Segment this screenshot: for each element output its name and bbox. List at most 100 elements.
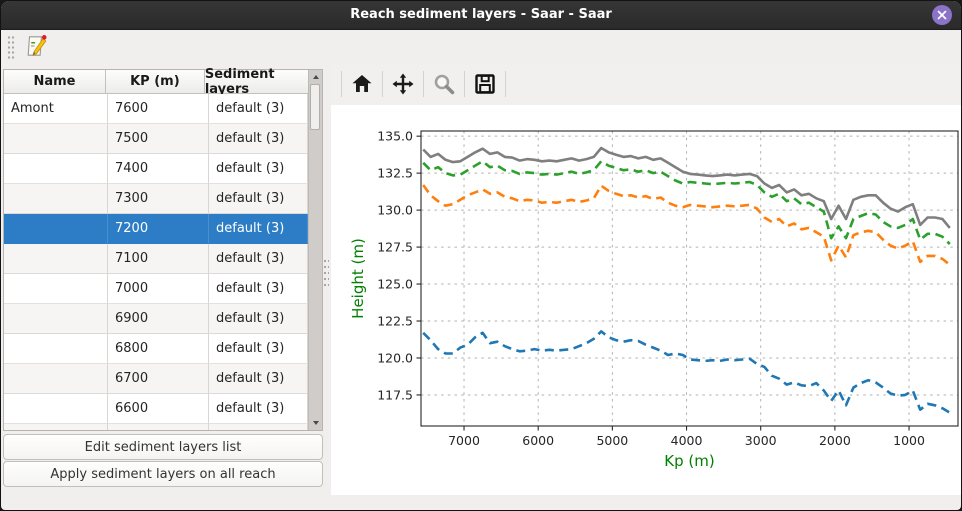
splitter-handle-icon xyxy=(323,258,329,288)
titlebar[interactable]: Reach sediment layers - Saar - Saar xyxy=(1,1,961,30)
plot-panel: 135.0 132.5 130.0 127.5 125.0 122.5 120.0 117.5… xyxy=(331,63,962,509)
layers-cell[interactable]: default (3) xyxy=(209,94,308,124)
x-axis-label: Kp (m) xyxy=(664,452,714,470)
scroll-up-button[interactable] xyxy=(309,70,322,84)
y-tick-label: 122.5 xyxy=(377,314,413,329)
x-tick-label: 3000 xyxy=(745,433,777,448)
y-tick-label: 117.5 xyxy=(377,387,413,402)
table-row[interactable]: Amont 7600 default (3) xyxy=(4,94,308,124)
name-cell[interactable] xyxy=(4,304,108,334)
kp-cell[interactable]: 7600 xyxy=(108,94,209,124)
layers-cell[interactable]: default (3) xyxy=(209,364,308,394)
table-row[interactable]: 7300 default (3) xyxy=(4,184,308,214)
header-name[interactable]: Name xyxy=(4,70,106,94)
kp-cell xyxy=(108,424,209,430)
series-line-orange xyxy=(422,184,951,266)
panel-splitter[interactable] xyxy=(322,63,330,508)
kp-cell[interactable]: 7300 xyxy=(108,184,209,214)
arrow-up-icon xyxy=(312,75,319,79)
name-cell[interactable]: Amont xyxy=(4,94,108,124)
name-cell[interactable] xyxy=(4,334,108,364)
y-tick-label: 130.0 xyxy=(377,203,413,218)
name-cell[interactable] xyxy=(4,394,108,424)
zoom-button[interactable] xyxy=(426,69,462,99)
kp-cell[interactable]: 7200 xyxy=(108,214,209,244)
layers-cell xyxy=(209,424,308,430)
sediment-table: Name KP (m) Sediment layers Amont 7600 def… xyxy=(3,67,323,431)
kp-cell[interactable]: 6900 xyxy=(108,304,209,334)
layers-cell[interactable]: default (3) xyxy=(209,304,308,334)
table-row[interactable]: 7500 default (3) xyxy=(4,124,308,154)
edit-sediment-layers-list-button[interactable]: Edit sediment layers list xyxy=(3,434,323,460)
plot-toolbar xyxy=(331,63,960,105)
table-header-row: Name KP (m) Sediment layers xyxy=(4,67,322,97)
save-figure-button[interactable] xyxy=(467,69,503,99)
edit-icon xyxy=(27,34,47,56)
y-tick-label: 120.0 xyxy=(377,350,413,365)
table-row[interactable]: 6700 default (3) xyxy=(4,364,308,394)
layers-cell[interactable]: default (3) xyxy=(209,334,308,364)
y-tick-label: 125.0 xyxy=(377,277,413,292)
magnifier-icon xyxy=(434,74,455,95)
layers-cell[interactable]: default (3) xyxy=(209,184,308,214)
layers-cell[interactable]: default (3) xyxy=(209,274,308,304)
kp-cell[interactable]: 6800 xyxy=(108,334,209,364)
kp-cell[interactable]: 6700 xyxy=(108,364,209,394)
arrow-down-icon xyxy=(312,421,319,425)
close-button[interactable] xyxy=(932,5,952,25)
home-view-button[interactable] xyxy=(344,69,380,99)
series-line-green xyxy=(422,159,951,246)
x-tick-label: 6000 xyxy=(522,433,554,448)
table-row-partial[interactable] xyxy=(4,424,308,430)
kp-cell[interactable]: 7100 xyxy=(108,244,209,274)
layers-cell[interactable]: default (3) xyxy=(209,394,308,424)
name-cell[interactable] xyxy=(4,274,108,304)
table-row[interactable]: 7200 default (3) xyxy=(4,214,308,244)
series-bottom-line-blue xyxy=(422,330,951,414)
scroll-down-button[interactable] xyxy=(309,416,322,430)
layers-cell[interactable]: default (3) xyxy=(209,154,308,184)
table-scrollbar[interactable] xyxy=(308,70,322,430)
table-row[interactable]: 7100 default (3) xyxy=(4,244,308,274)
y-tick-label: 127.5 xyxy=(377,240,413,255)
name-cell[interactable] xyxy=(4,124,108,154)
table-row[interactable]: 6600 default (3) xyxy=(4,394,308,424)
x-tick-label: 7000 xyxy=(448,433,480,448)
kp-cell[interactable]: 7400 xyxy=(108,154,209,184)
header-kp[interactable]: KP (m) xyxy=(105,70,205,94)
scrollbar-thumb[interactable] xyxy=(310,84,320,130)
name-cell[interactable] xyxy=(4,214,108,244)
name-cell[interactable] xyxy=(4,244,108,274)
kp-cell[interactable]: 6600 xyxy=(108,394,209,424)
x-tick-label: 2000 xyxy=(819,433,851,448)
pan-button[interactable] xyxy=(385,69,421,99)
sediment-table-body: Amont 7600 default (3) 7500 default (3) 7400 d… xyxy=(4,94,308,430)
kp-cell[interactable]: 7000 xyxy=(108,274,209,304)
apply-sediment-layers-button[interactable]: Apply sediment layers on all reach xyxy=(3,461,323,487)
name-cell[interactable] xyxy=(4,364,108,394)
y-tick-label: 132.5 xyxy=(377,166,413,181)
layers-cell[interactable]: default (3) xyxy=(209,244,308,274)
y-tick-label: 135.0 xyxy=(377,129,413,144)
table-row[interactable]: 7000 default (3) xyxy=(4,274,308,304)
sediment-panel: Name KP (m) Sediment layers Amont 7600 def… xyxy=(3,63,323,508)
layers-cell[interactable]: default (3) xyxy=(209,214,308,244)
toolbar-separator xyxy=(464,71,465,97)
header-sediment-layers[interactable]: Sediment layers xyxy=(204,67,322,97)
toolbar-separator xyxy=(341,71,342,97)
name-cell[interactable] xyxy=(4,154,108,184)
height-profile-chart[interactable]: 135.0 132.5 130.0 127.5 125.0 122.5 120.0 117.5… xyxy=(331,105,962,495)
main-toolbar xyxy=(1,30,961,63)
home-icon xyxy=(352,75,372,92)
table-row[interactable]: 7400 default (3) xyxy=(4,154,308,184)
name-cell[interactable] xyxy=(4,184,108,214)
table-row[interactable]: 6800 default (3) xyxy=(4,334,308,364)
layers-cell[interactable]: default (3) xyxy=(209,124,308,154)
table-row[interactable]: 6900 default (3) xyxy=(4,304,308,334)
edit-sediment-layers-tool-button[interactable] xyxy=(21,33,51,61)
close-icon xyxy=(937,10,947,20)
toolbar-drag-handle[interactable] xyxy=(7,34,15,59)
kp-cell[interactable]: 7500 xyxy=(108,124,209,154)
x-tick-label: 4000 xyxy=(671,433,703,448)
